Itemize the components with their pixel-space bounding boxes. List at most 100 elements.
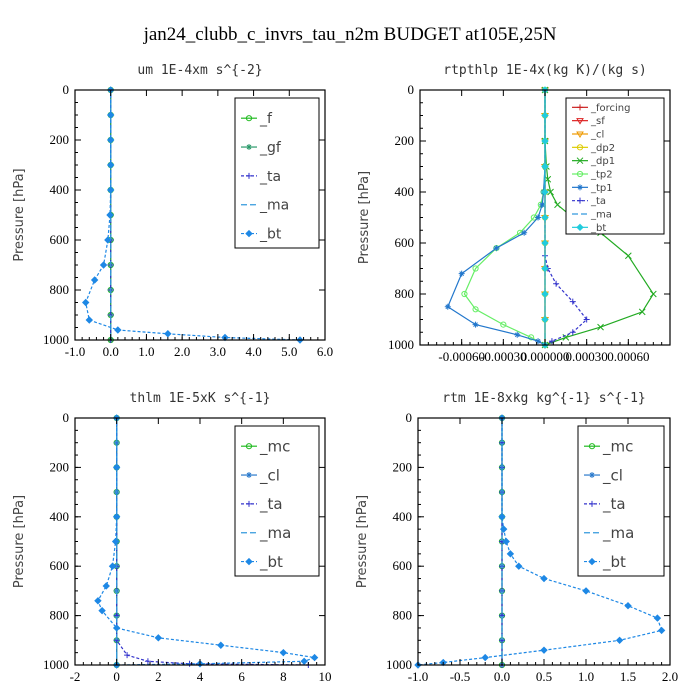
series-bt (82, 86, 304, 344)
panel-title: thlm 1E-5xK s^{-1} (130, 391, 271, 406)
legend-marker (245, 557, 253, 566)
x-tick-label: 0.0 (103, 344, 119, 359)
y-tick-label: 1000 (388, 337, 414, 352)
data-point (107, 161, 115, 169)
legend-label: _sf (590, 116, 605, 127)
data-point (514, 331, 521, 338)
legend: _mc _cl _ta _ma _bt (234, 425, 320, 577)
data-point (154, 634, 163, 642)
data-point (582, 587, 590, 595)
legend-label: _dp1 (590, 156, 615, 167)
data-point (540, 574, 548, 583)
legend-marker (576, 157, 584, 165)
legend-label: _gf (259, 140, 282, 156)
legend-label: _bt (259, 226, 282, 242)
data-point (541, 111, 549, 120)
x-tick-label: 0.00060 (607, 349, 649, 364)
data-point (583, 316, 590, 323)
data-point (499, 525, 508, 533)
y-tick-label: 1000 (386, 657, 412, 672)
legend-label: _tp2 (590, 170, 613, 181)
legend-marker (577, 104, 583, 111)
legend-marker (589, 500, 595, 507)
legend-label: _bt (602, 553, 626, 572)
y-tick-label: 800 (395, 286, 415, 301)
data-point (657, 626, 666, 635)
legend-label: _tp1 (590, 183, 613, 194)
data-point (535, 338, 542, 345)
x-tick-label: 6.0 (317, 344, 333, 359)
data-point (85, 316, 93, 324)
data-point (124, 652, 131, 659)
legend: _mc _cl _ta _ma _bt (577, 425, 665, 577)
legend-label: _ma (259, 524, 291, 543)
y-axis-label: Pressure [hPa] (12, 495, 27, 588)
legend-label: _f (259, 111, 273, 127)
legend-label: _mc (259, 437, 290, 456)
series-line (447, 90, 546, 346)
y-tick-label: 200 (393, 459, 413, 474)
y-tick-label: 0 (406, 410, 413, 425)
x-tick-label: 2.0 (662, 669, 678, 684)
data-point (541, 239, 549, 247)
data-point (541, 188, 549, 196)
y-tick-label: 600 (50, 232, 70, 247)
data-point (649, 290, 657, 298)
data-point (541, 290, 549, 298)
y-tick-label: 400 (393, 509, 413, 524)
data-point (541, 213, 549, 222)
series-bt (541, 86, 549, 349)
x-tick-label: 0.5 (536, 669, 552, 684)
x-tick-label: 2.0 (174, 344, 190, 359)
legend-marker (577, 197, 583, 204)
y-tick-label: 1000 (43, 332, 69, 347)
y-tick-label: 0 (63, 82, 70, 97)
x-tick-label: -0.00060 (438, 349, 485, 364)
legend-marker (576, 223, 584, 232)
panel-title: rtpthlp 1E-4x(kg K)/(kg s) (443, 63, 647, 78)
y-tick-label: 400 (50, 509, 70, 524)
y-axis-label: Pressure [hPa] (355, 495, 370, 588)
x-tick-label: 1.0 (138, 344, 154, 359)
chart-panel-4: rtm 1E-8xkg kg^{-1} s^{-1} Pressure [hPa]… (355, 391, 678, 684)
legend-label: _forcing (590, 103, 631, 114)
data-point (113, 439, 120, 446)
legend-marker (589, 472, 595, 479)
legend-marker (245, 115, 253, 122)
x-tick-label: -1.0 (408, 669, 429, 684)
x-tick-label: 0.000000 (521, 349, 570, 364)
legend-label: _dp2 (590, 143, 615, 154)
legend-marker (245, 229, 253, 238)
data-point (481, 653, 489, 662)
y-tick-label: 800 (50, 282, 70, 297)
series-line (417, 418, 663, 666)
legend-marker (246, 144, 252, 151)
data-point (90, 276, 99, 284)
data-point (502, 537, 510, 546)
y-tick-label: 600 (393, 558, 413, 573)
x-tick-label: -2 (70, 669, 81, 684)
legend-marker (246, 172, 252, 179)
data-point (458, 270, 465, 277)
series-tp2 (461, 86, 549, 349)
legend: _f _gf _ta _ma _bt (234, 97, 320, 249)
data-point (569, 329, 576, 336)
data-point (112, 624, 121, 632)
legend-label: _ma (590, 210, 612, 221)
data-point (472, 306, 479, 313)
data-point (104, 236, 112, 244)
legend-label: _bt (590, 223, 606, 234)
data-point (554, 201, 561, 209)
data-point (94, 597, 102, 605)
data-point (98, 606, 106, 615)
data-point (515, 562, 523, 570)
data-point (144, 658, 151, 665)
series-line (116, 418, 309, 666)
data-point (638, 308, 646, 316)
data-point (493, 245, 500, 252)
data-point (541, 137, 549, 145)
x-tick-label: 0 (113, 669, 120, 684)
data-point (108, 562, 117, 570)
data-point (548, 338, 555, 345)
x-tick-label: 6 (238, 669, 245, 684)
